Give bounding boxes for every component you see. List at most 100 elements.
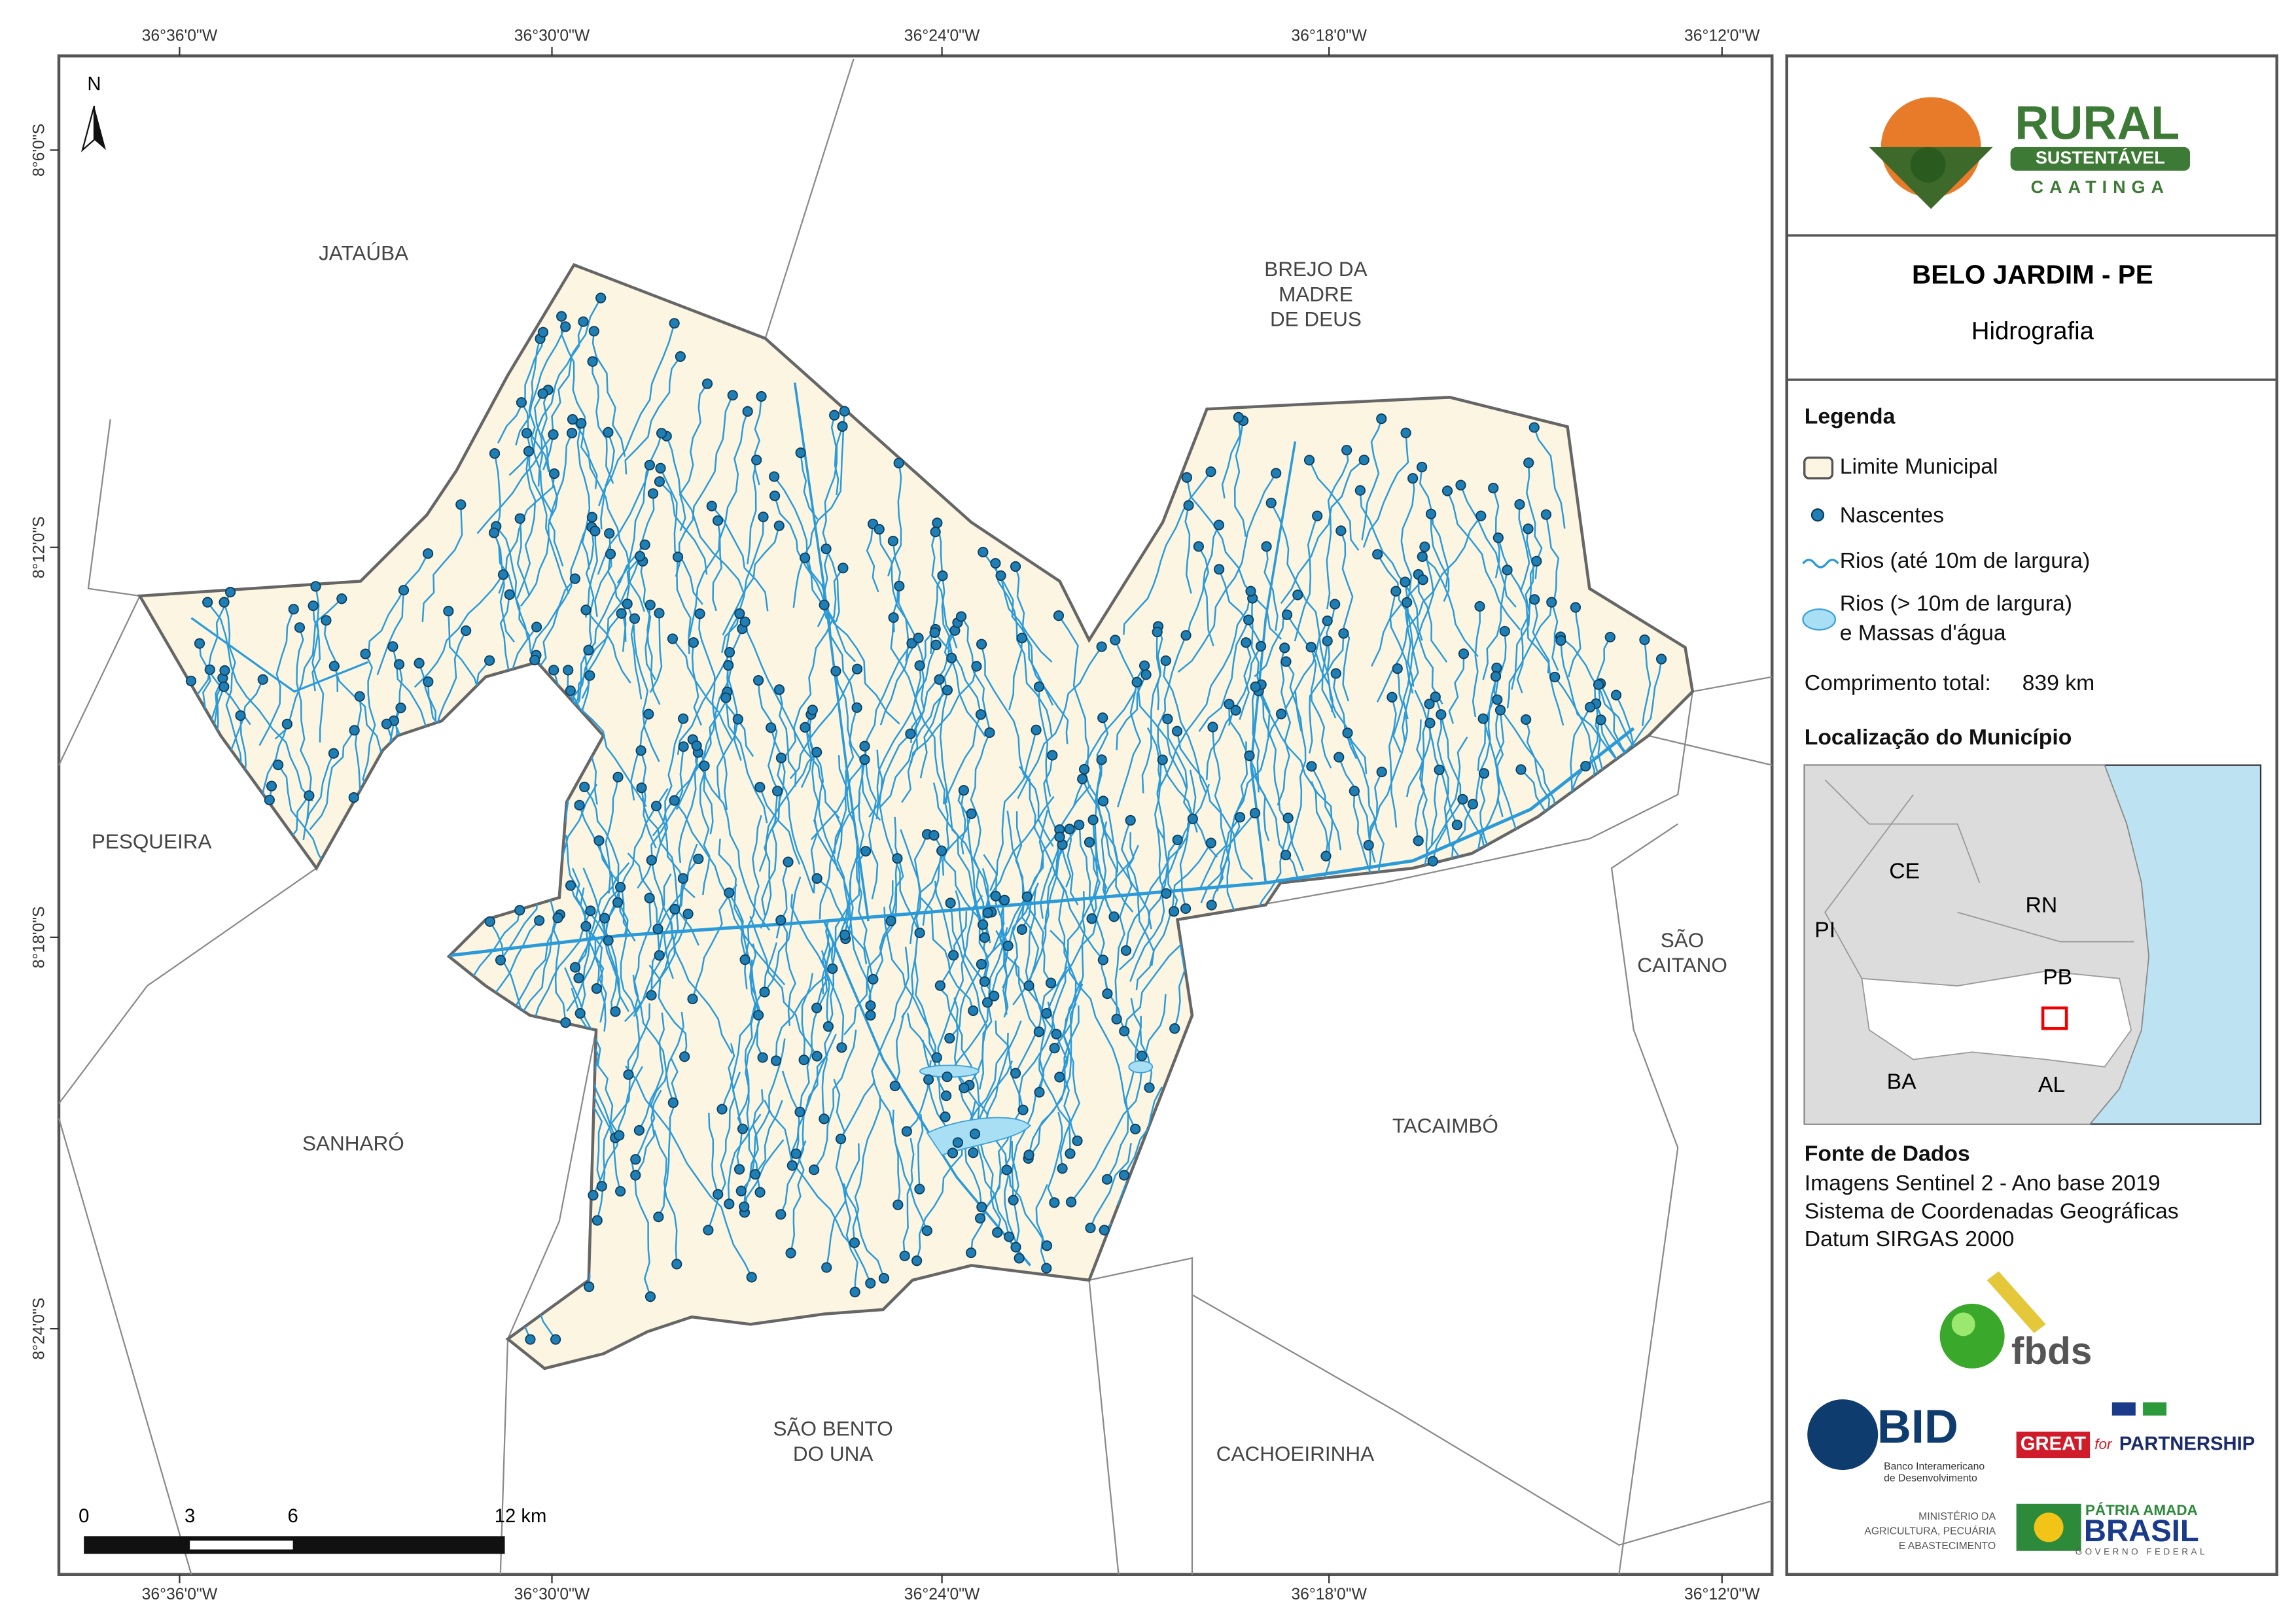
spring [1085, 1222, 1096, 1234]
river [1135, 842, 1212, 990]
spring [1457, 794, 1468, 805]
spring [783, 856, 794, 867]
spring [992, 1227, 1003, 1238]
inset-map: CE RN PI PB BA AL [1803, 764, 2262, 1125]
river [892, 1109, 901, 1205]
spring [455, 499, 467, 510]
spring [1084, 837, 1095, 848]
river [414, 574, 504, 688]
spring [811, 1002, 822, 1013]
spring [1475, 510, 1487, 521]
spring [1549, 671, 1561, 683]
spring [982, 907, 993, 918]
river [758, 752, 818, 872]
spring [751, 455, 762, 466]
spring [219, 665, 230, 676]
river [826, 1143, 860, 1268]
river [876, 749, 921, 934]
spring [497, 569, 509, 580]
river [497, 332, 544, 444]
spring [966, 808, 977, 819]
river [1035, 1183, 1048, 1269]
spring [590, 525, 601, 536]
river [1432, 737, 1468, 862]
river [778, 689, 797, 787]
spring [930, 527, 941, 538]
river [1067, 829, 1079, 905]
river [605, 886, 622, 1016]
spring [1424, 698, 1435, 710]
river [660, 468, 703, 605]
spring [1045, 977, 1057, 988]
river [1197, 546, 1214, 647]
spring [724, 887, 735, 898]
spring [1152, 626, 1163, 638]
river [1254, 594, 1299, 678]
spring [1001, 1164, 1012, 1176]
spring [839, 406, 850, 417]
spring [827, 963, 838, 974]
spring [1244, 750, 1255, 761]
river [833, 1079, 858, 1293]
spring [899, 1250, 910, 1261]
river [868, 733, 911, 818]
river [533, 393, 544, 487]
spring [1064, 824, 1075, 835]
spring [775, 752, 787, 763]
spring [885, 915, 896, 926]
spring [1305, 642, 1316, 653]
river [1516, 529, 1534, 693]
logo-text: SUSTENTÁVEL [2036, 147, 2165, 167]
river [872, 1080, 928, 1231]
spring [928, 829, 940, 841]
spring [580, 920, 592, 932]
river [712, 411, 749, 612]
river [1006, 811, 1032, 986]
river [657, 878, 684, 982]
river [760, 791, 779, 929]
river [1184, 505, 1192, 594]
spring [1292, 589, 1303, 601]
river [1389, 591, 1414, 694]
spring [936, 845, 947, 856]
river [995, 930, 1040, 1032]
river [1177, 472, 1277, 673]
river [843, 858, 898, 1036]
spring [1086, 913, 1097, 924]
neighbor-label: TACAIMBÓ [1392, 1113, 1498, 1137]
river [640, 750, 657, 848]
spring [968, 1147, 979, 1159]
spring [1087, 814, 1099, 826]
spring [1171, 725, 1183, 737]
neighbor-label: CAITANO [1637, 953, 1727, 977]
river [932, 782, 985, 938]
river [659, 481, 708, 575]
spring [1023, 980, 1034, 991]
river [833, 811, 849, 935]
river [878, 689, 948, 809]
spring [945, 898, 956, 909]
river [597, 464, 651, 575]
spring [281, 718, 292, 729]
river [1414, 719, 1426, 841]
river [624, 356, 681, 475]
river [692, 884, 738, 1000]
spring [838, 563, 849, 574]
legend-title: Legenda [1805, 404, 1896, 429]
river [1047, 1111, 1063, 1203]
spring [865, 1009, 876, 1021]
spring [1354, 485, 1366, 496]
river [592, 331, 626, 457]
spring [1335, 525, 1347, 536]
logo-text: AGRICULTURA, PECUÁRIA [1864, 1525, 1996, 1537]
spring [612, 897, 624, 908]
spring [739, 616, 751, 627]
river [995, 1021, 1024, 1110]
river [1052, 820, 1099, 1015]
river [834, 707, 858, 854]
springs [185, 292, 1667, 1345]
river [1002, 896, 1028, 988]
spring [525, 1334, 536, 1345]
river [1326, 449, 1349, 610]
river [821, 850, 867, 995]
